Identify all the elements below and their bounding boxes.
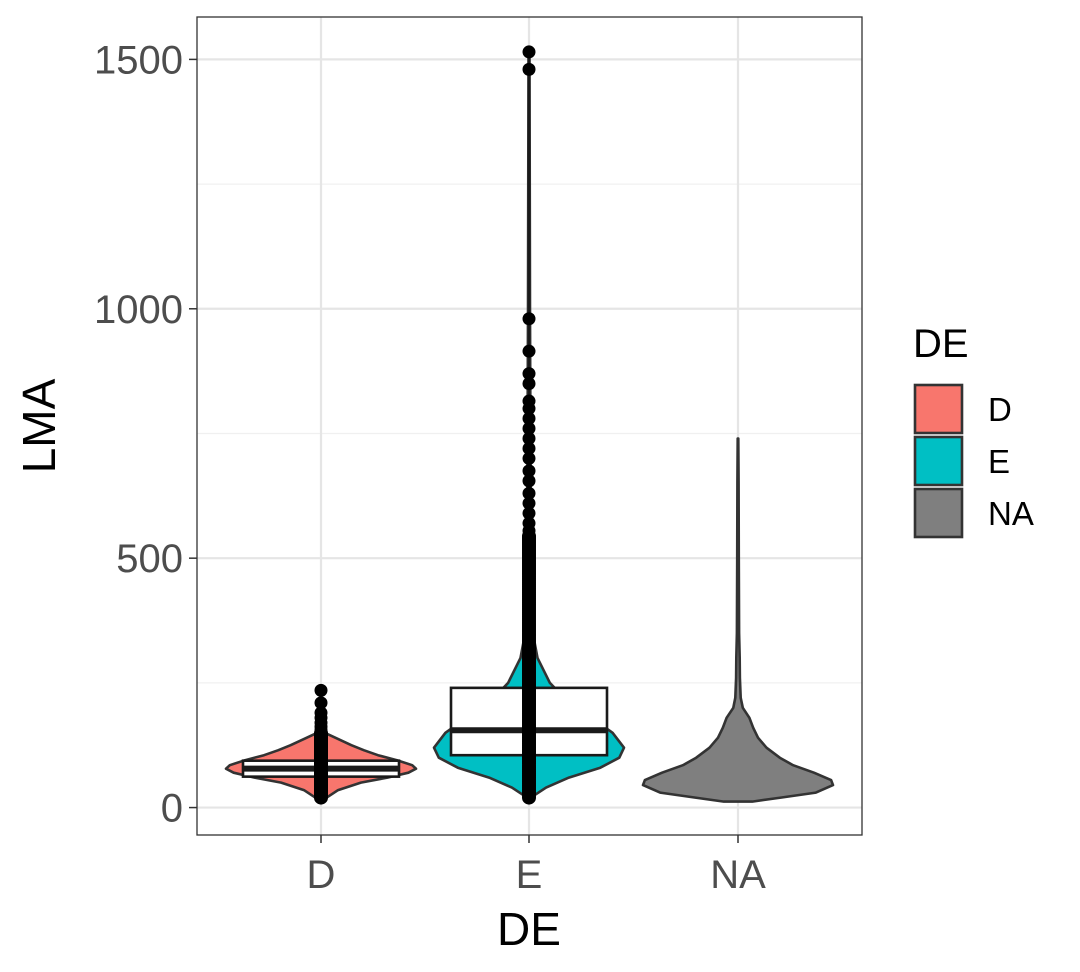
legend-label-E: E: [988, 443, 1010, 480]
outlier-E: [522, 496, 536, 510]
outlier-E: [522, 377, 536, 391]
legend: DE DE NA: [913, 322, 1034, 539]
outlier-E: [522, 451, 536, 465]
outlier-points: [314, 45, 536, 805]
legend-label-D: D: [988, 391, 1012, 428]
x-tick-label-E: E: [516, 853, 543, 897]
y-tick-label-0: 0: [161, 787, 183, 831]
legend-key-NA: [913, 487, 964, 539]
y-tick-label-1500: 1500: [94, 38, 183, 82]
outlier-E: [522, 506, 536, 520]
x-axis-title: DE: [497, 903, 561, 955]
x-tick-label-NA: NA: [710, 853, 766, 897]
legend-title: DE: [913, 322, 969, 366]
legend-key-D: [913, 383, 964, 435]
legend-label-NA: NA: [988, 495, 1034, 532]
outlier-D: [314, 696, 328, 710]
outlier-E: [522, 421, 536, 435]
x-axis-ticks: D E NA: [307, 835, 766, 897]
outlier-D: [314, 706, 328, 720]
outlier-E: [522, 312, 536, 326]
outlier-E: [522, 45, 536, 59]
outlier-E: [522, 441, 536, 455]
y-axis-ticks: 0 500 1000 1500: [94, 38, 197, 831]
outlier-E: [522, 367, 536, 381]
outlier-E: [522, 402, 536, 416]
outlier-E: [522, 62, 536, 76]
outlier-E: [522, 474, 536, 488]
y-axis-title: LMA: [13, 378, 65, 473]
outlier-E: [522, 524, 536, 538]
x-tick-label-D: D: [307, 853, 336, 897]
outlier-D: [314, 683, 328, 697]
violin-NA: [641, 437, 835, 803]
outlier-E: [522, 486, 536, 500]
y-tick-label-500: 500: [116, 537, 183, 581]
outlier-E: [522, 464, 536, 478]
outlier-E: [522, 412, 536, 426]
y-tick-label-1000: 1000: [94, 288, 183, 332]
outlier-E: [522, 431, 536, 445]
outlier-E: [522, 344, 536, 358]
legend-key-E: [913, 435, 964, 487]
